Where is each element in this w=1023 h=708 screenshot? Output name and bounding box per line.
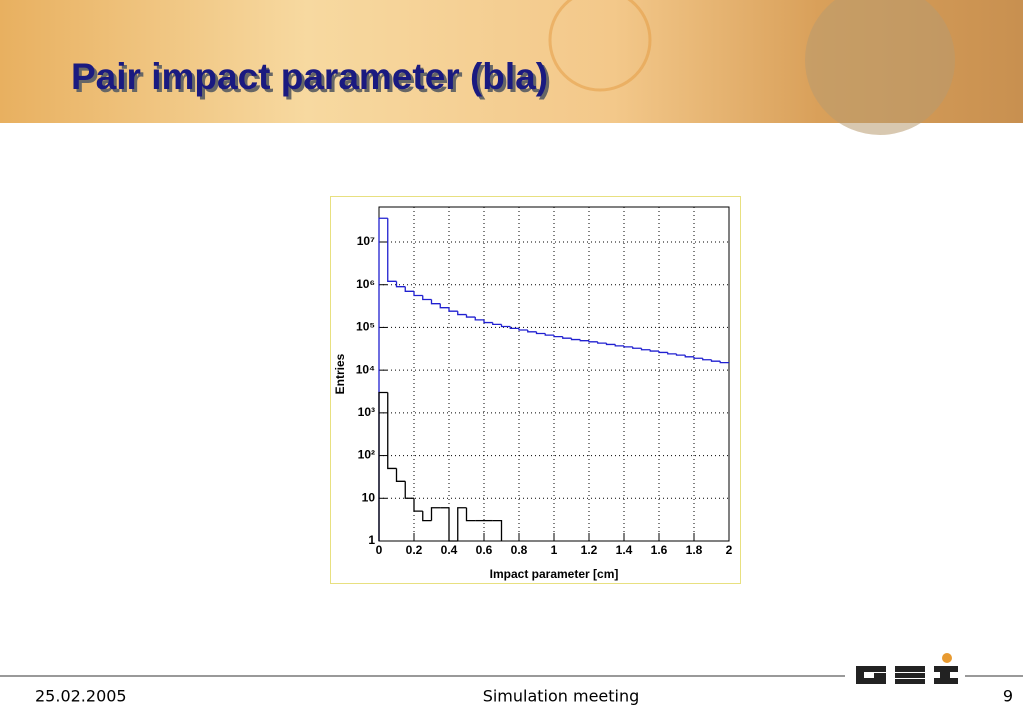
histogram-bar: [518, 328, 528, 331]
histogram-bar: [492, 519, 503, 541]
histogram-bar: [570, 338, 581, 341]
x-tick-label: 1.6: [651, 543, 668, 557]
x-tick-label: 1.4: [616, 543, 633, 557]
x-tick-label: 0.8: [511, 543, 528, 557]
histogram-bar: [544, 333, 554, 336]
histogram-bar: [422, 511, 432, 522]
histogram-bar: [387, 218, 397, 282]
banner-decor: [548, 0, 652, 92]
histogram-bar: [588, 340, 598, 343]
histogram-bar: [395, 281, 406, 288]
x-tick-label: 1.2: [581, 543, 598, 557]
histogram-bar: [684, 355, 694, 358]
histogram-bar: [632, 346, 642, 349]
x-axis-label: Impact parameter [cm]: [490, 567, 619, 581]
histogram-bar: [553, 335, 563, 338]
histogram-bar: [693, 356, 703, 359]
histogram-bar: [675, 353, 686, 356]
histogram-bar: [509, 326, 519, 330]
histogram-bar: [465, 314, 476, 318]
x-tick-label: 1: [551, 543, 558, 557]
slide-title: Pair impact parameter (bla): [71, 56, 548, 97]
x-tick-label: 0: [376, 543, 383, 557]
banner-decor: [805, 0, 955, 135]
histogram-bar: [579, 339, 589, 342]
histogram-bar: [483, 319, 493, 324]
histogram-bar: [702, 358, 712, 361]
histogram-bar: [474, 317, 484, 321]
histogram-bar: [430, 299, 441, 305]
histogram-bar: [535, 331, 546, 335]
y-tick-label: 10: [362, 490, 376, 504]
footer-text: Simulation meeting: [483, 687, 640, 706]
histogram-bar: [422, 295, 432, 301]
histogram-bar: [640, 348, 651, 351]
histogram-bar: [562, 336, 572, 339]
histogram-bar: [527, 330, 537, 333]
histogram-bar: [614, 344, 624, 347]
plot-area: [378, 206, 730, 542]
title-shadow: Pair impact parameter (bla): [74, 59, 551, 100]
histogram-bar: [413, 498, 423, 512]
y-tick-label: 10⁶: [356, 277, 375, 291]
histogram-bar: [448, 507, 458, 542]
histogram-bar: [395, 468, 406, 482]
histogram-bar: [649, 349, 659, 352]
histogram-bar: [597, 341, 607, 344]
histogram-bar: [430, 507, 441, 521]
histogram-bar: [378, 391, 388, 541]
histogram-bar: [465, 507, 476, 522]
x-tick-label: 0.2: [406, 543, 423, 557]
histogram-bar: [500, 324, 511, 328]
y-tick-label: 10⁷: [357, 234, 375, 248]
histogram-bar: [719, 361, 729, 364]
y-tick-label: 10²: [358, 448, 375, 462]
x-tick-label: 0.4: [441, 543, 458, 557]
x-tick-label: 2: [726, 543, 733, 557]
histogram-bar: [710, 359, 721, 362]
histogram-bar: [457, 311, 467, 316]
histogram-bar: [404, 481, 414, 499]
histogram-bar: [448, 307, 458, 312]
histogram-bar: [439, 303, 449, 309]
y-tick-label: 10⁴: [356, 362, 375, 376]
x-tick-label: 0.6: [476, 543, 493, 557]
histogram-bar: [387, 392, 397, 470]
histogram-bar: [623, 345, 633, 348]
histogram-bar: [457, 507, 467, 541]
histogram-bar: [492, 322, 502, 326]
y-tick-label: 10³: [358, 405, 375, 419]
histogram-bar: [667, 352, 677, 355]
page-number: 9: [1003, 687, 1013, 706]
histogram-bar: [404, 286, 414, 292]
logo: [856, 653, 958, 684]
y-tick-label: 1: [368, 533, 375, 547]
histogram-bar: [605, 343, 616, 346]
chart: 0 0.2 0.4 0.6 0.8 1 1.2 1.4 1.6 1.8 2 1 10 10² 10³ 10⁴ 1…: [333, 206, 733, 581]
x-tick-label: 1.8: [686, 543, 703, 557]
footer-date: 25.02.2005: [35, 687, 127, 706]
y-tick-label: 10⁵: [356, 320, 375, 334]
histogram-bar: [413, 291, 423, 297]
y-axis-label: Entries: [333, 353, 347, 394]
histogram-bar: [658, 351, 668, 354]
